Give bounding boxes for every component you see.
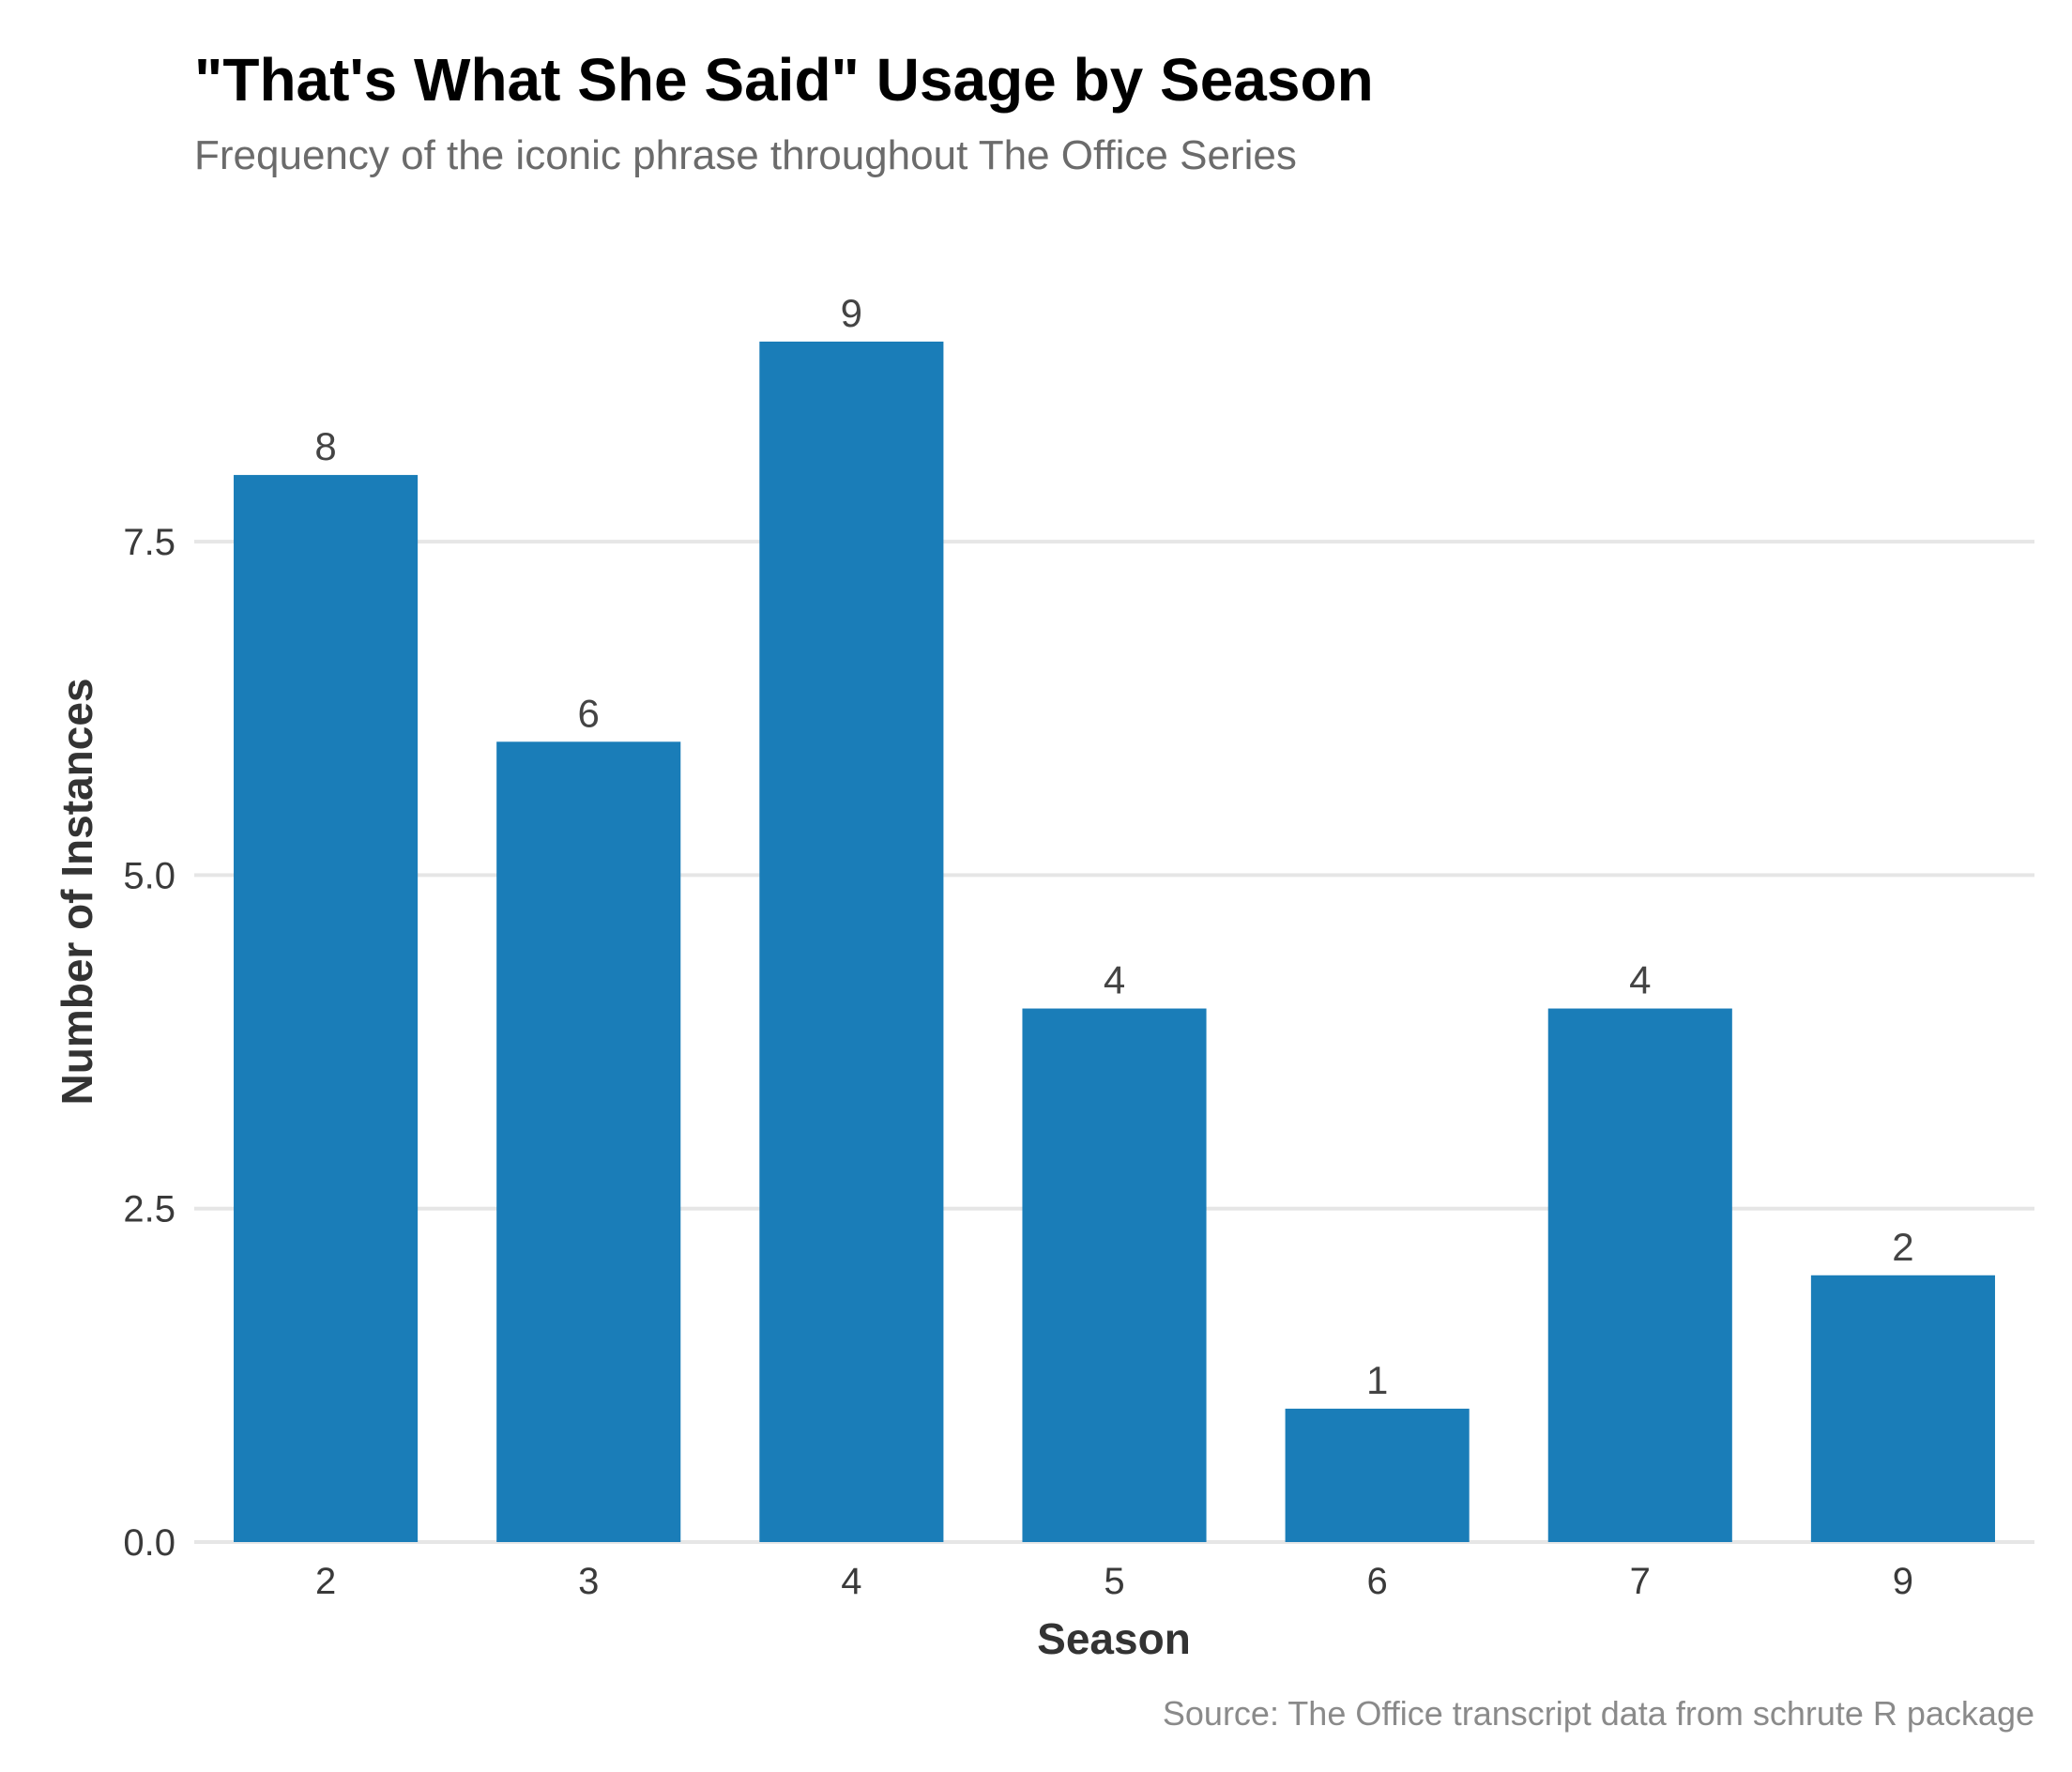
x-tick-label: 4 [841, 1561, 861, 1602]
bar-season-7 [1547, 1008, 1732, 1542]
x-tick-label: 7 [1630, 1561, 1651, 1602]
x-tick-label: 5 [1104, 1561, 1124, 1602]
bar-value-label: 1 [1366, 1358, 1388, 1402]
bar-value-label: 4 [1629, 958, 1651, 1002]
bars [234, 341, 1995, 1542]
chart-subtitle: Frequency of the iconic phrase throughou… [194, 132, 1297, 178]
y-tick-label: 5.0 [123, 855, 175, 896]
bar-value-label: 2 [1892, 1225, 1913, 1269]
bar-value-label: 4 [1104, 958, 1125, 1002]
bar-value-label: 8 [314, 424, 336, 468]
y-tick-label: 2.5 [123, 1189, 175, 1230]
bar-season-5 [1022, 1008, 1207, 1542]
bar-season-6 [1285, 1408, 1470, 1542]
bar-value-label: 9 [841, 291, 862, 335]
chart-title: "That's What She Said" Usage by Season [194, 46, 1374, 114]
bar-season-4 [759, 341, 944, 1542]
bar-season-2 [234, 475, 419, 1542]
x-tick-label: 3 [578, 1561, 599, 1602]
bar-value-label: 6 [578, 691, 600, 735]
x-tick-label: 9 [1893, 1561, 1913, 1602]
x-tick-label: 6 [1367, 1561, 1388, 1602]
y-tick-label: 0.0 [123, 1522, 175, 1564]
y-tick-label: 7.5 [123, 522, 175, 563]
x-axis-ticks: 2 3 4 5 6 7 9 [315, 1561, 1913, 1602]
x-tick-label: 2 [315, 1561, 336, 1602]
bar-season-9 [1810, 1275, 1995, 1542]
y-axis-title: Number of Instances [53, 679, 101, 1106]
chart-caption: Source: The Office transcript data from … [1163, 1694, 2034, 1733]
bar-season-3 [496, 741, 681, 1542]
x-axis-title: Season [1037, 1614, 1191, 1663]
y-axis-ticks: 0.0 2.5 5.0 7.5 [123, 522, 175, 1564]
data-labels: 8 6 9 4 1 4 2 [314, 291, 1913, 1402]
